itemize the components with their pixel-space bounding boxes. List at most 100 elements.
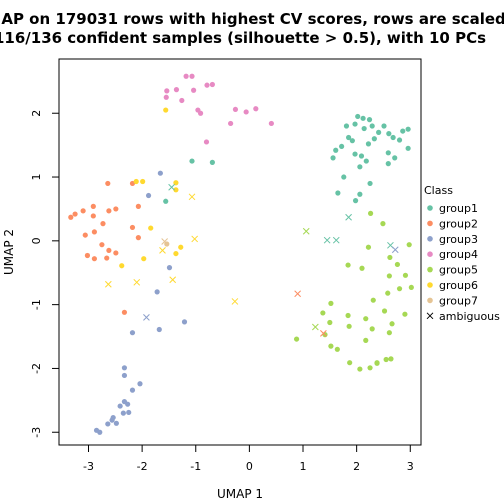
group5-point [334,346,340,352]
group1-point [358,153,365,159]
group2-point [80,208,86,214]
group2-point [106,208,112,214]
ambiguous-point [294,290,302,298]
group3-point [120,410,126,416]
cross-stroke [320,329,327,337]
group5-point [402,311,408,317]
ambiguous-point [231,298,239,305]
x-tick-label: 2 [353,460,360,473]
group1-point [352,151,358,157]
group2-point [72,211,78,217]
group1-point [355,113,361,120]
group5-point [386,330,392,336]
group1-point [369,123,375,129]
data-points [68,73,414,435]
group3-point [125,401,131,407]
x-axis-label: UMAP 1 [217,487,263,501]
cross-stroke [169,276,177,284]
ambiguous-point [161,238,169,245]
y-tick-label: -2 [30,363,43,374]
group5-point [363,316,369,322]
legend-label-group1: group1 [439,202,478,215]
group2-point [90,213,96,219]
group3-point [121,365,128,371]
group2-point [68,214,74,220]
group5-point [367,365,373,371]
cross-stroke [391,246,399,254]
group4-point [243,109,249,115]
legend-label-group4: group4 [439,248,478,261]
group6-point [133,178,139,185]
x-tick-label: 3 [407,460,414,473]
legend-label-group6: group6 [439,279,478,292]
group3-point [181,319,188,325]
chart-title-line-2: 116/136 confident samples (silhouette > … [0,29,486,47]
group1-point [333,147,339,153]
group5-point [365,244,372,250]
group5-point [363,337,369,343]
cross-stroke [323,236,331,244]
group1-point [385,150,391,156]
y-tick-label: 0 [30,237,43,244]
group5-point [327,319,333,326]
group5-point [394,261,401,268]
ambiguous-point [323,236,331,244]
y-tick-label: -3 [30,427,43,438]
x-tick-label: -3 [83,460,94,473]
group5-point [385,290,391,296]
group2-point [113,206,119,212]
group1-point [330,155,336,161]
group5-point [387,254,393,261]
group1-point [366,117,373,123]
ambiguous-point [320,329,327,337]
group1-point [400,128,406,134]
group1-point [163,198,169,204]
legend-label-group3: group3 [439,233,478,246]
chart-title-line-1: UMAP on 179031 rows with highest CV scor… [0,10,504,28]
ambiguous-point [191,235,199,243]
group3-point [97,429,103,435]
group5-point [388,356,394,362]
group5-point [386,273,392,279]
cross-stroke [302,227,310,235]
group5-point [370,297,376,303]
group1-point [357,164,363,170]
group5-point [381,308,388,314]
group5-point [345,312,351,319]
group3-point [109,417,115,423]
group5-point [374,360,380,366]
legend: Class group1 group2 group3 group4 group5 grou… [424,184,500,323]
group1-point [392,155,398,161]
group4-point [189,73,195,79]
group1-point [349,138,355,144]
group2-point [91,229,97,235]
y-tick-label: 1 [30,174,43,181]
group5-point [408,284,414,291]
group2-point [104,255,110,261]
group5-point [293,336,300,342]
group5-point [389,321,395,327]
cross-stroke [159,247,166,254]
cross-stroke [133,278,141,286]
group3-point [129,387,136,393]
plot-frame [58,58,422,446]
group3-point [105,421,111,427]
group1-point [405,126,411,132]
group5-point [347,360,353,366]
group1-point [390,134,396,141]
cross-stroke [188,193,196,201]
group4-point [191,87,197,93]
group3-point [129,330,136,336]
legend-label-group5: group5 [439,264,478,277]
legend-label-group7: group7 [439,294,478,307]
cross-stroke [332,236,340,244]
group6-point [173,250,179,257]
legend-marker-group6 [427,282,433,288]
group3-point [145,192,152,199]
ambiguous-point [168,183,175,191]
group5-point [406,242,412,248]
x-tick-label: 1 [300,460,307,473]
ambiguous-point [391,246,399,254]
group1-point [365,141,372,147]
